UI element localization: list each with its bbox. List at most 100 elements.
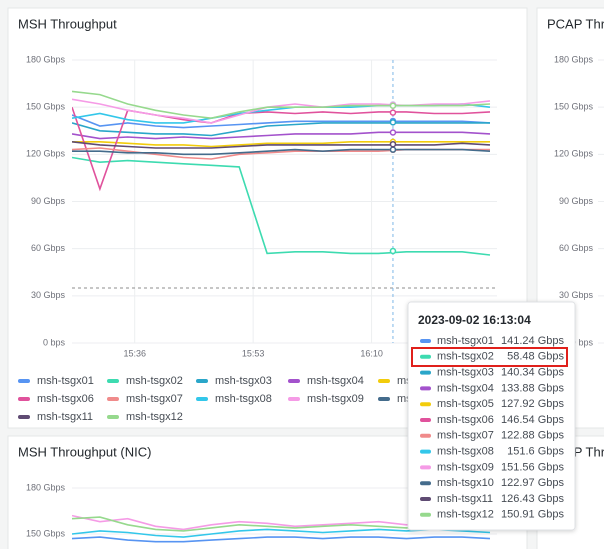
y-tick-label: 30 Gbps bbox=[559, 290, 594, 300]
tooltip-value: 122.97 Gbps bbox=[501, 477, 564, 489]
legend-swatch[interactable] bbox=[378, 397, 390, 401]
tooltip-value: 133.88 Gbps bbox=[501, 382, 564, 394]
legend-label[interactable]: msh-tsgx07 bbox=[126, 393, 183, 405]
legend-swatch[interactable] bbox=[107, 415, 119, 419]
tooltip-value: 140.34 Gbps bbox=[501, 367, 564, 379]
tooltip-name: msh-tsgx04 bbox=[437, 382, 494, 394]
y-tick-label: 120 Gbps bbox=[554, 149, 594, 159]
legend-swatch[interactable] bbox=[288, 397, 300, 401]
series-line bbox=[72, 141, 491, 149]
legend-label[interactable]: msh-tsgx09 bbox=[307, 393, 364, 405]
tooltip-swatch bbox=[420, 481, 431, 486]
legend-label[interactable]: msh-tsgx11 bbox=[37, 411, 93, 423]
cursor-point bbox=[389, 140, 397, 148]
y-tick-label: 30 Gbps bbox=[31, 290, 66, 300]
legend-swatch[interactable] bbox=[107, 379, 119, 383]
tooltip-name: msh-tsgx06 bbox=[437, 414, 494, 426]
plot bbox=[72, 59, 497, 344]
legend-swatch[interactable] bbox=[288, 379, 300, 383]
cursor-point bbox=[389, 119, 397, 126]
tooltip-value: 58.48 Gbps bbox=[507, 351, 564, 363]
legend-label[interactable]: msh-tsgx12 bbox=[126, 411, 183, 423]
series-line bbox=[72, 536, 491, 543]
tooltip-value: 151.6 Gbps bbox=[507, 446, 564, 458]
tooltip-value: 126.43 Gbps bbox=[501, 493, 564, 505]
x-tick-label: 15:36 bbox=[123, 348, 146, 358]
tooltip-swatch bbox=[420, 354, 431, 359]
series-line bbox=[72, 131, 491, 140]
tooltip: 2023-09-02 16:13:04 msh-tsgx01 141.24 Gbp… bbox=[407, 301, 576, 531]
tooltip-value: 150.91 Gbps bbox=[501, 509, 564, 521]
tooltip-time: 2023-09-02 16:13:04 bbox=[418, 313, 531, 327]
tooltip-name: msh-tsgx10 bbox=[437, 477, 494, 489]
x-tick-label: 15:53 bbox=[242, 348, 265, 358]
tooltip-name: msh-tsgx08 bbox=[437, 446, 494, 458]
cursor-point bbox=[389, 129, 397, 136]
cursor-point bbox=[389, 109, 397, 116]
legend-label[interactable]: msh-tsgx06 bbox=[37, 393, 94, 405]
series-line bbox=[72, 114, 491, 129]
legend-label[interactable]: msh-tsgx02 bbox=[126, 375, 183, 387]
legend-swatch[interactable] bbox=[18, 379, 30, 383]
legend-label[interactable]: msh-tsgx04 bbox=[307, 375, 364, 387]
tooltip-name: msh-tsgx01 bbox=[437, 335, 494, 347]
y-tick-label: 180 Gbps bbox=[26, 54, 66, 64]
series-line bbox=[72, 122, 490, 137]
cursor-point bbox=[389, 247, 397, 255]
series-line bbox=[72, 156, 491, 256]
legend-label[interactable]: msh-tsgx01 bbox=[37, 375, 94, 387]
legend-swatch[interactable] bbox=[18, 415, 30, 419]
tooltip-swatch bbox=[420, 449, 431, 454]
y-tick-label: 0 bps bbox=[43, 337, 66, 347]
tooltip-value: 141.24 Gbps bbox=[501, 335, 564, 347]
tooltip-name: msh-tsgx11 bbox=[437, 493, 493, 505]
legend-swatch[interactable] bbox=[196, 397, 208, 401]
tooltip-name: msh-tsgx12 bbox=[437, 509, 494, 521]
tooltip-name: msh-tsgx05 bbox=[437, 398, 494, 410]
y-tick-label: 150 Gbps bbox=[26, 528, 66, 538]
tooltip-value: 151.56 Gbps bbox=[501, 461, 564, 473]
tooltip-box bbox=[407, 301, 576, 531]
y-tick-label: 150 Gbps bbox=[26, 102, 66, 112]
series-line bbox=[72, 148, 491, 156]
tooltip-swatch bbox=[420, 433, 431, 438]
y-tick-label: 120 Gbps bbox=[26, 149, 66, 159]
y-tick-label: 180 Gbps bbox=[554, 54, 594, 64]
plot bbox=[72, 487, 497, 543]
tooltip-swatch bbox=[420, 386, 431, 391]
tooltip-value: 122.88 Gbps bbox=[501, 430, 564, 442]
y-tick-label: 180 Gbps bbox=[26, 482, 66, 492]
y-tick-label: 0 bps bbox=[571, 337, 594, 347]
y-tick-label: 60 Gbps bbox=[559, 243, 594, 253]
series-line bbox=[72, 90, 491, 120]
panel-title: PCAP Thro bbox=[547, 16, 604, 31]
panel-title: MSH Throughput bbox=[18, 16, 117, 31]
x-tick-label: 16:10 bbox=[360, 348, 383, 358]
legend-swatch[interactable] bbox=[18, 397, 30, 401]
tooltip-value: 146.54 Gbps bbox=[501, 414, 564, 426]
y-tick-label: 60 Gbps bbox=[31, 243, 66, 253]
y-tick-label: 90 Gbps bbox=[559, 196, 594, 206]
tooltip-name: msh-tsgx03 bbox=[437, 367, 494, 379]
tooltip-swatch bbox=[420, 418, 431, 422]
cursor-point bbox=[389, 146, 397, 153]
tooltip-swatch bbox=[420, 402, 431, 407]
y-tick-label: 90 Gbps bbox=[31, 196, 66, 206]
tooltip-swatch bbox=[420, 339, 431, 343]
tooltip-swatch bbox=[420, 370, 431, 375]
highlight-box bbox=[411, 347, 568, 367]
legend-label[interactable]: msh-tsgx08 bbox=[215, 393, 272, 405]
legend-swatch[interactable] bbox=[378, 379, 390, 383]
legend-swatch[interactable] bbox=[107, 397, 119, 401]
panel-title: MSH Throughput (NIC) bbox=[18, 444, 151, 459]
tooltip-name: msh-tsgx09 bbox=[437, 461, 494, 473]
tooltip-name: msh-tsgx07 bbox=[437, 430, 494, 442]
tooltip-swatch bbox=[420, 512, 431, 517]
legend-swatch[interactable] bbox=[196, 379, 208, 383]
legend-label[interactable]: msh-tsgx03 bbox=[215, 375, 272, 387]
y-tick-label: 150 Gbps bbox=[554, 102, 594, 112]
tooltip-swatch bbox=[420, 497, 431, 501]
